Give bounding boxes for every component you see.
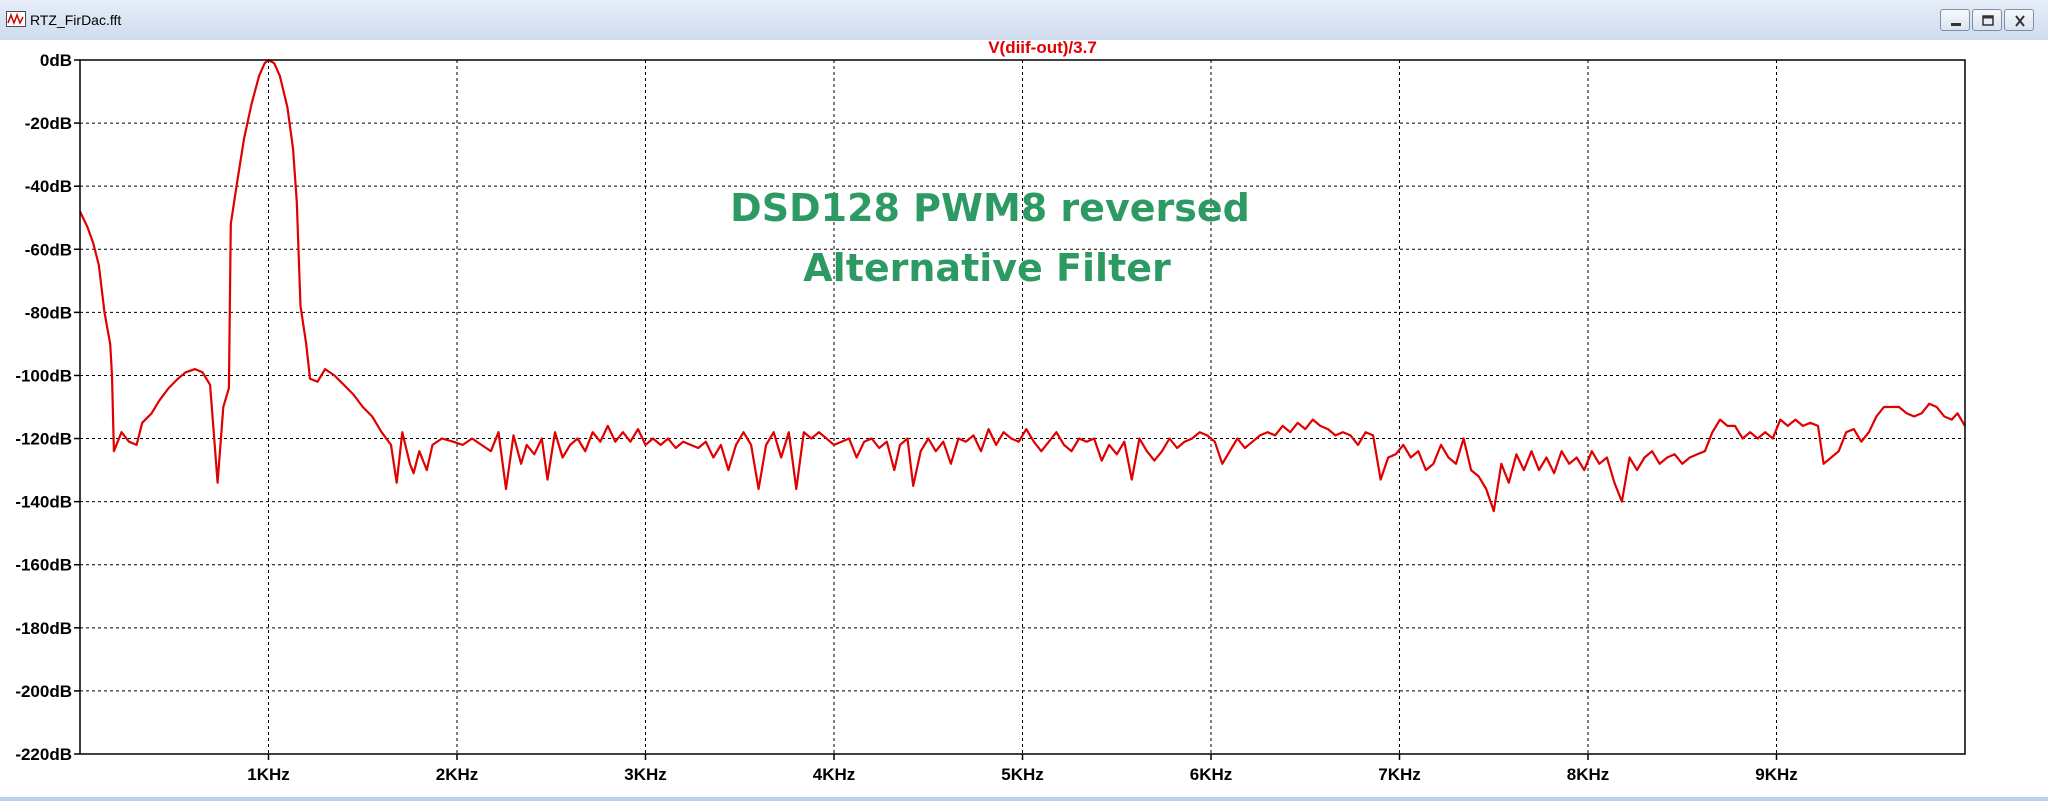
y-tick-label: -20dB [25,114,72,133]
plot-area[interactable]: V(diif-out)/3.7 0dB -20dB -40dB -60dB -80dB -… [0,40,2048,797]
trace-title[interactable]: V(diif-out)/3.7 [988,40,1097,57]
status-bar [0,797,2048,801]
minimize-button[interactable] [1940,9,1970,31]
x-tick-label: 2KHz [436,765,479,784]
annotation-line-2: Alternative Filter [803,246,1171,290]
y-tick-label: -40dB [25,177,72,196]
close-icon [2015,15,2025,27]
x-tick-label: 6KHz [1190,765,1233,784]
grid [80,60,1965,754]
y-tick-label: -60dB [25,240,72,259]
fft-chart[interactable]: V(diif-out)/3.7 0dB -20dB -40dB -60dB -80dB -… [0,40,2048,797]
window-title: RTZ_FirDac.fft [30,12,122,28]
title-bar[interactable]: RTZ_FirDac.fft [0,0,2048,41]
y-tick-label: -220dB [15,745,72,764]
waveform-icon [6,11,26,27]
x-axis-labels: 1KHz 2KHz 3KHz 4KHz 5KHz 6KHz 7KHz 8KHz 9KHz [247,754,1798,784]
plot-frame [79,59,1966,755]
x-tick-label: 5KHz [1001,765,1044,784]
x-tick-label: 8KHz [1567,765,1610,784]
trace-line[interactable] [79,58,1966,513]
x-tick-label: 4KHz [813,765,856,784]
annotation-line-1: DSD128 PWM8 reversed [730,186,1250,230]
y-tick-label: -180dB [15,619,72,638]
y-tick-label: -160dB [15,556,72,575]
y-tick-label: -200dB [15,682,72,701]
x-tick-label: 7KHz [1378,765,1421,784]
close-button[interactable] [2004,9,2034,31]
y-tick-label: 0dB [40,51,72,70]
y-tick-label: -100dB [15,366,72,385]
maximize-button[interactable] [1972,9,2002,31]
x-tick-label: 1KHz [247,765,290,784]
y-tick-label: -120dB [15,430,72,449]
x-tick-label: 9KHz [1755,765,1798,784]
maximize-icon [1982,15,1994,26]
y-axis-labels: 0dB -20dB -40dB -60dB -80dB -100dB -120dB -140d… [15,51,80,764]
minimize-icon [1951,23,1961,26]
x-tick-label: 3KHz [624,765,667,784]
y-tick-label: -140dB [15,493,72,512]
y-tick-label: -80dB [25,303,72,322]
